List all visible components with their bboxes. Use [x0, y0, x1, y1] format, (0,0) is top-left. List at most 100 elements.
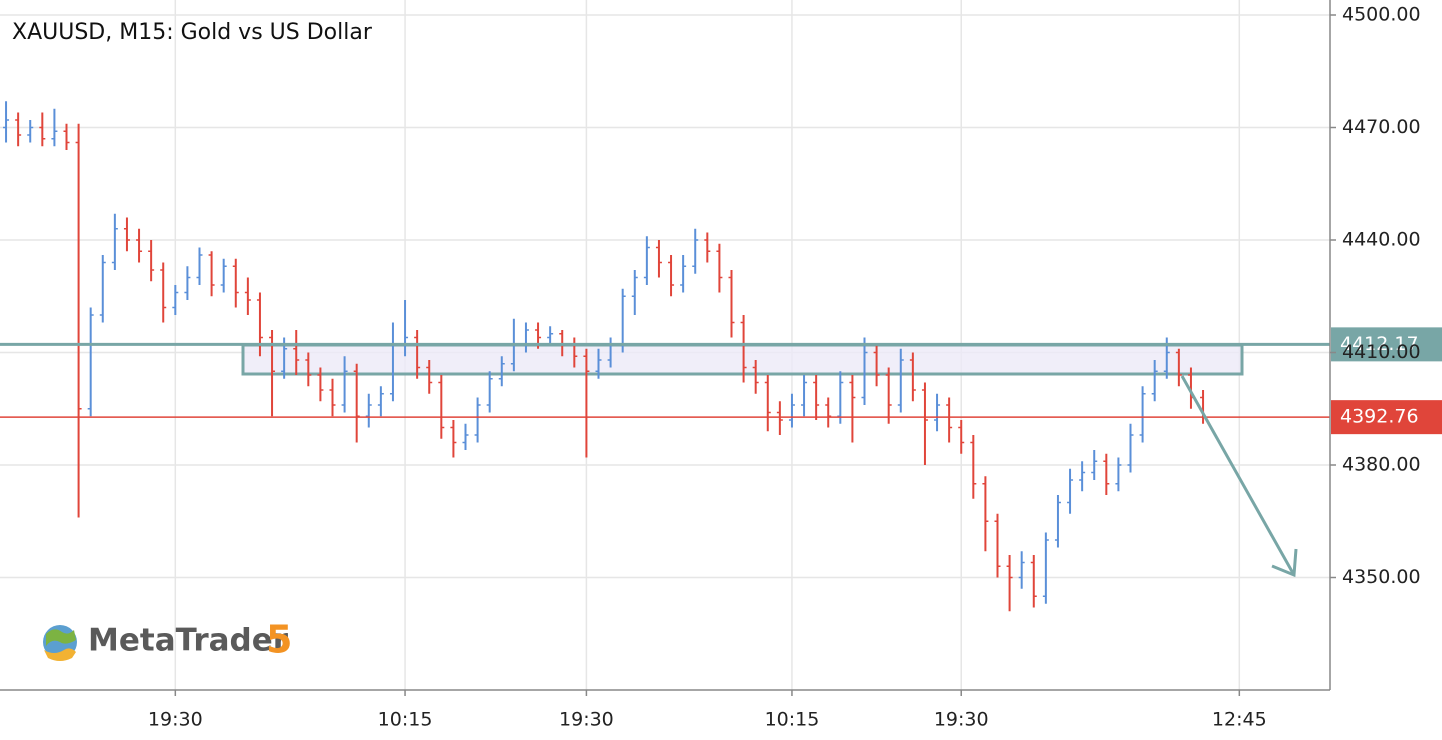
ohlc-bar [450, 420, 457, 458]
ohlc-bar [704, 232, 711, 263]
ohlc-bar [172, 285, 179, 315]
ohlc-bar [849, 375, 856, 443]
watermark-version: 5 [266, 618, 292, 662]
ohlc-bar [958, 420, 965, 454]
ohlc-bar [365, 393, 372, 428]
y-tick-label: 4440.00 [1342, 229, 1421, 251]
ohlc-bar [1006, 555, 1013, 612]
y-tick-label: 4500.00 [1342, 4, 1421, 26]
ohlc-bar [1175, 348, 1182, 387]
ohlc-bar [1103, 453, 1110, 495]
ohlc-bar [87, 307, 94, 417]
ohlc-bar [305, 352, 312, 387]
x-tick-label: 19:30 [148, 709, 203, 731]
y-tick-label: 4470.00 [1342, 116, 1421, 138]
ohlc-bar [498, 356, 505, 387]
ohlc-bar [970, 435, 977, 499]
ohlc-bar [317, 367, 324, 402]
ohlc-bar [583, 348, 590, 458]
ohlc-bar [813, 375, 820, 420]
x-tick-label: 10:15 [378, 709, 433, 731]
x-tick-label: 10:15 [765, 709, 820, 731]
arrow-head [1271, 548, 1298, 578]
ohlc-bar [1030, 555, 1037, 608]
x-tick-label: 19:30 [934, 709, 989, 731]
ohlc-bar [123, 217, 130, 252]
ohlc-bar [51, 108, 58, 147]
zone-rectangle [241, 343, 1244, 376]
ohlc-bar [921, 382, 928, 465]
y-tick-label: 4350.00 [1342, 566, 1421, 588]
ohlc-bar [1115, 457, 1122, 492]
watermark: MetaTrader 5 [43, 618, 292, 662]
ohlc-bar [426, 360, 433, 394]
ohlc-bar [547, 326, 554, 345]
price-label: 4392.76 [1340, 406, 1419, 428]
ohlc-bar [438, 375, 445, 439]
ohlc-bar [293, 330, 300, 375]
x-tick-label: 19:30 [559, 709, 614, 731]
price-label-box [1331, 400, 1442, 435]
price-label-box [1331, 327, 1442, 362]
ohlc-bar [692, 228, 699, 274]
logo-band [44, 648, 76, 661]
ohlc-bar [1151, 360, 1158, 402]
ohlc-bar [861, 337, 868, 405]
arrow-line [1180, 375, 1296, 576]
ohlc-bar [341, 356, 348, 413]
ohlc-bar [15, 112, 22, 147]
axis-labels: 4350.00 4380.00 4410.00 4440.00 4470.00 4500.… [148, 4, 1421, 731]
arrow [1180, 375, 1298, 578]
ohlc-bar [1139, 386, 1146, 443]
ohlc-bar [946, 397, 953, 443]
x-tick-label: 12:45 [1212, 709, 1267, 731]
ohlc-bar [160, 262, 167, 323]
ohlc-bar [99, 255, 106, 323]
ohlc-bar [716, 243, 723, 293]
ohlc-bar [462, 423, 469, 450]
ohlc-bar [3, 101, 10, 143]
ohlc-bar [111, 213, 118, 270]
y-tick-label: 4380.00 [1342, 454, 1421, 476]
ohlc-bar [1054, 495, 1061, 548]
ohlc-bar [776, 401, 783, 435]
ohlc-bar [788, 393, 795, 428]
ohlc-bar [668, 255, 675, 297]
ohlc-bar [655, 240, 662, 278]
ohlc-bar [885, 367, 892, 424]
ohlc-bar [353, 363, 360, 443]
ohlc-bar [27, 120, 34, 143]
ohlc-bar [982, 476, 989, 552]
ohlc-bar [752, 360, 759, 394]
ohlc-bar [184, 266, 191, 300]
ohlc-bar [377, 386, 384, 417]
ohlc-bar [1079, 461, 1086, 492]
ohlc-bar [934, 393, 941, 432]
ohlc-bar [136, 228, 143, 263]
ohlc-bar [196, 247, 203, 285]
ohlc-bar [740, 315, 747, 383]
price-label: 4412.17 [1340, 333, 1419, 355]
bars [3, 101, 1207, 612]
ohlc-bar [1127, 423, 1134, 473]
ohlc-bar [728, 270, 735, 338]
ohlc-bar [148, 240, 155, 282]
ohlc-bar [873, 345, 880, 387]
ohlc-bar [897, 348, 904, 413]
ohlc-bar [909, 352, 916, 402]
ohlc-bar [643, 236, 650, 285]
ohlc-bar [1042, 532, 1049, 604]
ohlc-bar [825, 397, 832, 428]
ohlc-bar [1067, 468, 1074, 514]
watermark-text: MetaTrader [88, 623, 289, 659]
ohlc-bar [220, 258, 227, 293]
ohlc-bar [764, 375, 771, 432]
ohlc-bar [414, 330, 421, 379]
ohlc-bar [994, 513, 1001, 578]
logo-land [46, 629, 76, 646]
ohlc-bar [486, 371, 493, 413]
ohlc-bar [208, 251, 215, 297]
ohlc-bar [1018, 551, 1025, 589]
ohlc-bar [1091, 450, 1098, 480]
